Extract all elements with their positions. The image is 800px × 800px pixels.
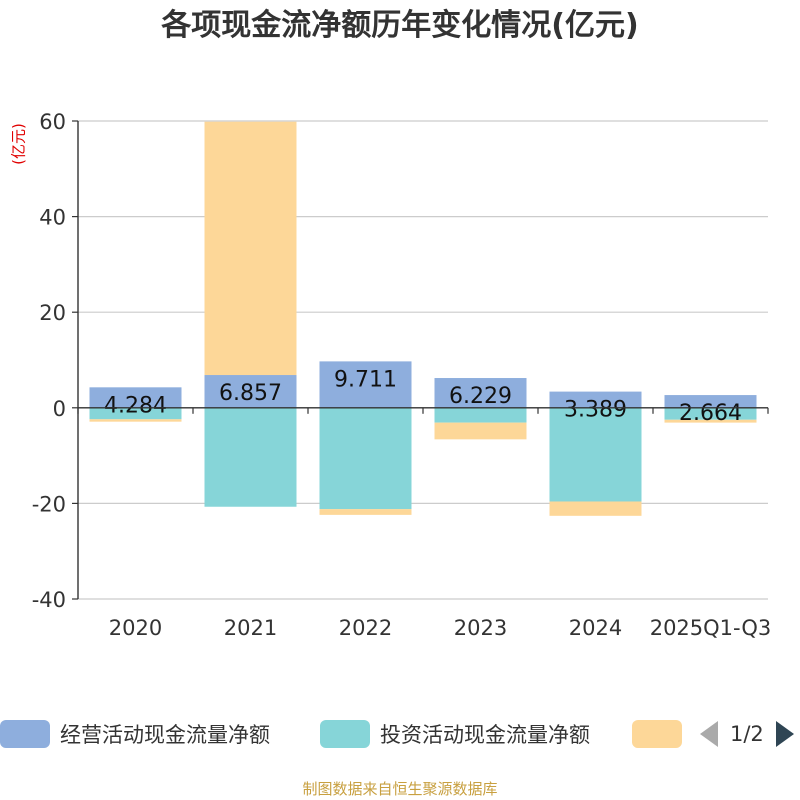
x-tick-label: 2023 (454, 616, 507, 640)
bar-chart: 60 40 20 0 -20 -40 2020 4.284 2021 6.857 2022 9.711… (32, 110, 772, 640)
bar-investing-2023 (434, 407, 527, 423)
legend-swatch-financing (632, 720, 682, 748)
bar-investing-2024 (549, 407, 642, 502)
data-label: 6.229 (449, 384, 512, 409)
y-tick-label: -40 (32, 588, 66, 612)
legend-item-investing[interactable]: 投资活动现金流量净额 (320, 716, 590, 752)
x-tick-label: 2022 (339, 616, 392, 640)
legend-item-financing[interactable] (632, 716, 692, 752)
legend-page-indicator: 1/2 (730, 722, 764, 746)
legend-label-investing: 投资活动现金流量净额 (380, 723, 590, 747)
x-tick-label: 2024 (569, 616, 622, 640)
bar-operating-2025Q1-Q3 (664, 395, 757, 408)
bar-investing-2020 (89, 407, 182, 420)
bar-financing-2020 (89, 419, 182, 422)
y-tick-label: 0 (53, 397, 66, 421)
bar-investing-2022 (319, 407, 412, 510)
bar-financing-2021 (204, 121, 297, 376)
bar-operating-2020 (89, 387, 182, 408)
x-tick-label: 2025Q1-Q3 (650, 616, 772, 640)
bar-financing-2022 (319, 509, 412, 515)
data-label: 9.711 (334, 367, 397, 392)
y-tick-label: 20 (39, 301, 66, 325)
legend-swatch-investing (320, 720, 370, 748)
legend-label-operating: 经营活动现金流量净额 (60, 723, 270, 747)
data-label: 3.389 (564, 398, 627, 423)
legend-swatch-operating (0, 720, 50, 748)
data-label: 2.664 (679, 401, 742, 426)
x-tick-label: 2021 (224, 616, 277, 640)
bar-operating-2023 (434, 378, 527, 408)
bar-operating-2024 (549, 391, 642, 408)
bar-operating-2022 (319, 361, 412, 408)
bar-financing-2023 (434, 422, 527, 440)
legend-item-operating[interactable]: 经营活动现金流量净额 (0, 716, 270, 752)
bar-financing-2024 (549, 501, 642, 516)
y-tick-label: -20 (32, 492, 66, 516)
bar-financing-2025Q1-Q3 (664, 419, 757, 423)
bar-investing-2025Q1-Q3 (664, 407, 757, 420)
legend: 经营活动现金流量净额 投资活动现金流量净额 (0, 716, 800, 756)
data-label: 6.857 (219, 381, 282, 406)
data-source-note: 制图数据来自恒生聚源数据库 (302, 780, 498, 798)
data-label: 4.284 (104, 393, 167, 418)
x-tick-label: 2020 (109, 616, 162, 640)
bar-investing-2021 (204, 407, 297, 507)
y-tick-label: 60 (39, 110, 66, 134)
chart-title: 各项现金流净额历年变化情况(亿元) (161, 8, 639, 43)
legend-pager: 1/2 (700, 716, 794, 752)
chevron-left-icon[interactable] (700, 721, 718, 747)
bar-operating-2021 (204, 375, 297, 408)
y-tick-label: 40 (39, 206, 66, 230)
chevron-right-icon[interactable] (775, 721, 794, 747)
